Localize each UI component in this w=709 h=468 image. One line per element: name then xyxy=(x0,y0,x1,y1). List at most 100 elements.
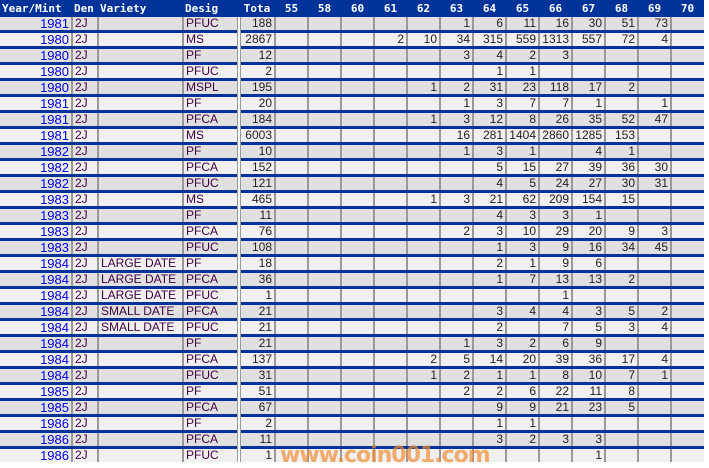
year-link[interactable]: 1982 xyxy=(0,159,72,177)
grade-count-58 xyxy=(307,63,341,81)
grade-count-55 xyxy=(274,17,308,33)
grade-count-58 xyxy=(307,287,341,305)
year-link[interactable]: 1983 xyxy=(0,191,72,209)
grade-count-61 xyxy=(373,367,407,385)
year-link[interactable]: 1984 xyxy=(0,287,72,305)
grade-count-69: 1 xyxy=(637,95,671,113)
grade-count-70 xyxy=(670,271,704,289)
grade-count-64: 9 xyxy=(472,399,506,417)
grade-count-67: 4 xyxy=(571,143,605,161)
column-header-65[interactable]: 65 xyxy=(506,0,539,17)
den-cell: 2J xyxy=(71,175,98,193)
grade-count-68 xyxy=(604,415,638,433)
table-row: 1986 2J PF 2 1 1 xyxy=(0,415,704,433)
table-row: 1982 2J PF 10 1 3 1 4 1 xyxy=(0,143,704,161)
grade-count-62 xyxy=(406,223,440,241)
total-cell: 21 xyxy=(237,303,275,321)
grade-count-64: 6 xyxy=(472,17,506,33)
desig-cell: PFCA xyxy=(182,351,239,369)
column-header-62[interactable]: 62 xyxy=(407,0,440,17)
grade-count-69: 47 xyxy=(637,111,671,129)
grade-count-67: 6 xyxy=(571,255,605,273)
grade-count-64: 2 xyxy=(472,319,506,337)
grade-count-55 xyxy=(274,159,308,177)
grade-count-70 xyxy=(670,335,704,353)
year-link[interactable]: 1985 xyxy=(0,383,72,401)
year-link[interactable]: 1980 xyxy=(0,47,72,65)
year-link[interactable]: 1986 xyxy=(0,415,72,433)
column-header-64[interactable]: 64 xyxy=(473,0,506,17)
year-link[interactable]: 1983 xyxy=(0,239,72,257)
column-header-70[interactable]: 70 xyxy=(671,0,704,17)
grade-count-64: 3 xyxy=(472,335,506,353)
year-link[interactable]: 1982 xyxy=(0,175,72,193)
grade-count-67: 557 xyxy=(571,31,605,49)
grade-count-68: 30 xyxy=(604,175,638,193)
year-link[interactable]: 1984 xyxy=(0,255,72,273)
total-cell: 465 xyxy=(237,191,275,209)
year-link[interactable]: 1984 xyxy=(0,351,72,369)
total-cell: 12 xyxy=(237,47,275,65)
year-link[interactable]: 1986 xyxy=(0,447,72,462)
column-header-variety[interactable]: Variety xyxy=(98,0,183,17)
year-link[interactable]: 1984 xyxy=(0,303,72,321)
year-link[interactable]: 1980 xyxy=(0,79,72,97)
year-link[interactable]: 1981 xyxy=(0,17,72,33)
grade-count-69: 4 xyxy=(637,351,671,369)
year-link[interactable]: 1980 xyxy=(0,63,72,81)
year-link[interactable]: 1984 xyxy=(0,319,72,337)
grade-count-58 xyxy=(307,175,341,193)
column-header-63[interactable]: 63 xyxy=(440,0,473,17)
grade-count-66: 7 xyxy=(538,319,572,337)
column-header-67[interactable]: 67 xyxy=(572,0,605,17)
grade-count-63 xyxy=(439,447,473,462)
year-link[interactable]: 1981 xyxy=(0,95,72,113)
grade-count-62 xyxy=(406,17,440,33)
column-header-58[interactable]: 58 xyxy=(308,0,341,17)
year-link[interactable]: 1982 xyxy=(0,143,72,161)
grade-count-60 xyxy=(340,17,374,33)
variety-cell xyxy=(97,127,183,145)
variety-cell xyxy=(97,143,183,161)
year-link[interactable]: 1983 xyxy=(0,223,72,241)
year-link[interactable]: 1986 xyxy=(0,431,72,449)
grade-count-63: 3 xyxy=(439,47,473,65)
column-header-55[interactable]: 55 xyxy=(275,0,308,17)
grade-count-62 xyxy=(406,319,440,337)
year-link[interactable]: 1983 xyxy=(0,207,72,225)
grade-count-63: 2 xyxy=(439,223,473,241)
grade-count-60 xyxy=(340,335,374,353)
grade-count-58 xyxy=(307,127,341,145)
den-cell: 2J xyxy=(71,335,98,353)
desig-cell: MS xyxy=(182,191,239,209)
grade-count-58 xyxy=(307,223,341,241)
grade-count-65: 6 xyxy=(505,383,539,401)
year-link[interactable]: 1984 xyxy=(0,335,72,353)
grade-count-67: 3 xyxy=(571,431,605,449)
year-link[interactable]: 1981 xyxy=(0,127,72,145)
grade-count-55 xyxy=(274,127,308,145)
column-header-60[interactable]: 60 xyxy=(341,0,374,17)
column-header-69[interactable]: 69 xyxy=(638,0,671,17)
total-cell: 36 xyxy=(237,271,275,289)
column-header-68[interactable]: 68 xyxy=(605,0,638,17)
column-header-den[interactable]: Den xyxy=(72,0,98,17)
desig-cell: PFUC xyxy=(182,319,239,337)
grade-count-66: 1313 xyxy=(538,31,572,49)
year-link[interactable]: 1984 xyxy=(0,271,72,289)
grade-count-70 xyxy=(670,383,704,401)
year-link[interactable]: 1985 xyxy=(0,399,72,417)
grade-count-55 xyxy=(274,239,308,257)
year-link[interactable]: 1980 xyxy=(0,31,72,49)
column-header-desig[interactable]: Desig xyxy=(183,0,239,17)
grade-count-66: 27 xyxy=(538,159,572,177)
year-link[interactable]: 1984 xyxy=(0,367,72,385)
grade-count-65: 11 xyxy=(505,17,539,33)
grade-count-64: 21 xyxy=(472,191,506,209)
column-header-66[interactable]: 66 xyxy=(539,0,572,17)
grade-count-67: 23 xyxy=(571,399,605,417)
column-header-year-mint[interactable]: Year/Mint xyxy=(0,0,72,17)
column-header-tota[interactable]: Tota xyxy=(239,0,275,17)
year-link[interactable]: 1981 xyxy=(0,111,72,129)
column-header-61[interactable]: 61 xyxy=(374,0,407,17)
